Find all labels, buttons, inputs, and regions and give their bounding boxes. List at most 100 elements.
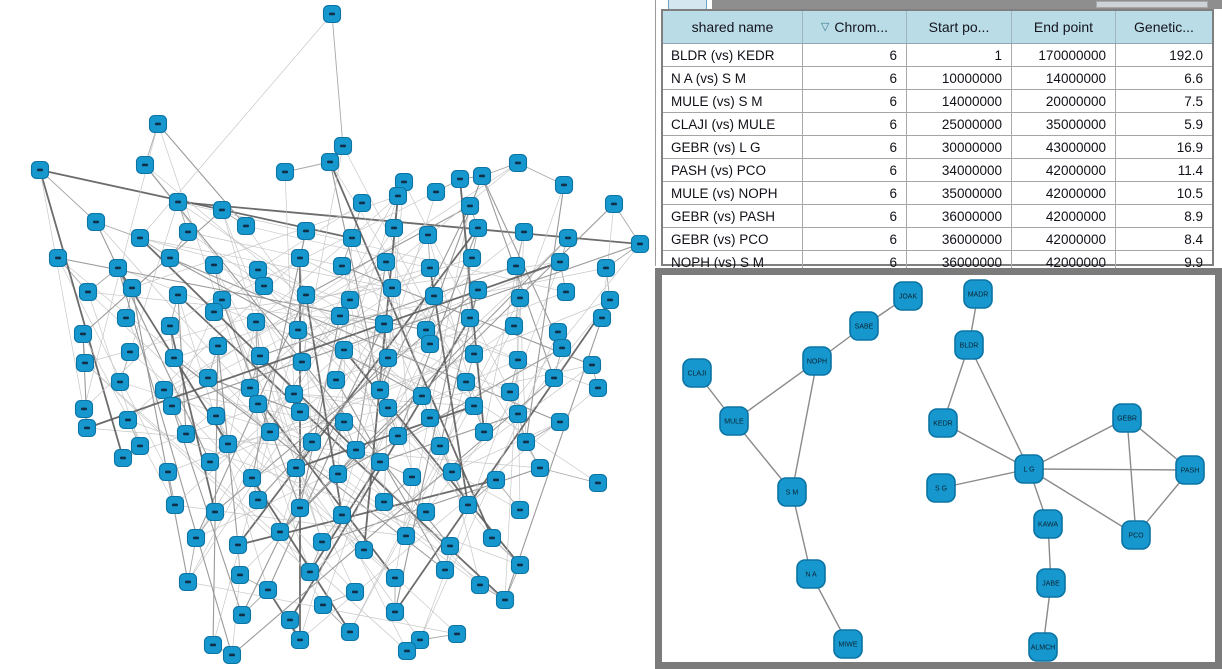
network-node[interactable] [222, 645, 242, 665]
network-node[interactable] [420, 258, 440, 278]
network-node[interactable] [472, 166, 492, 186]
network-node[interactable] [204, 255, 224, 275]
network-node[interactable] [302, 432, 322, 452]
network-node[interactable] [440, 536, 460, 556]
table-cell[interactable]: 6 [803, 228, 907, 250]
table-cell[interactable]: CLAJI (vs) MULE [663, 113, 803, 135]
network-node[interactable] [165, 495, 185, 515]
network-node[interactable] [330, 306, 350, 326]
network-node-noph[interactable]: NOPH [802, 346, 832, 376]
network-node[interactable] [270, 522, 290, 542]
network-node[interactable] [168, 285, 188, 305]
network-node[interactable] [345, 582, 365, 602]
network-node[interactable] [30, 160, 50, 180]
table-cell[interactable]: 8.9 [1184, 208, 1203, 224]
network-node[interactable] [412, 386, 432, 406]
network-node[interactable] [388, 426, 408, 446]
network-node-kawa[interactable]: KAWA [1033, 509, 1063, 539]
table-cell[interactable]: 42000000 [1012, 205, 1116, 227]
network-node[interactable] [130, 228, 150, 248]
column-header-end-point[interactable]: End point [1012, 11, 1116, 43]
network-node[interactable] [120, 342, 140, 362]
network-node[interactable] [130, 436, 150, 456]
network-node[interactable] [198, 368, 218, 388]
network-node-claji[interactable]: CLAJI [682, 358, 712, 388]
table-cell[interactable]: GEBR (vs) PASH [663, 205, 803, 227]
column-header-chrom---[interactable]: ▽ Chrom... [803, 11, 907, 43]
network-node[interactable] [168, 192, 188, 212]
network-node[interactable] [77, 418, 97, 438]
table-cell[interactable]: 35000000 [907, 182, 1012, 204]
network-node[interactable] [554, 175, 574, 195]
network-node[interactable] [426, 182, 446, 202]
table-cell[interactable]: GEBR (vs) L G [663, 136, 803, 158]
network-node-miwe[interactable]: MIWE [833, 629, 863, 659]
network-node[interactable] [550, 412, 570, 432]
network-node[interactable] [460, 308, 480, 328]
network-node[interactable] [508, 153, 528, 173]
network-node[interactable] [495, 590, 515, 610]
network-node-madr[interactable]: MADR [963, 279, 993, 309]
network-node-joak[interactable]: JOAK [893, 281, 923, 311]
network-node[interactable] [48, 248, 68, 268]
network-node-jabe[interactable]: JABE [1036, 568, 1066, 598]
network-node[interactable] [486, 470, 506, 490]
network-node[interactable] [552, 338, 572, 358]
network-node[interactable] [630, 234, 650, 254]
network-node[interactable] [346, 440, 366, 460]
network-node[interactable] [108, 258, 128, 278]
network-node[interactable] [288, 320, 308, 340]
network-node[interactable] [326, 370, 346, 390]
table-cell[interactable]: 35000000 [1012, 113, 1116, 135]
table-cell[interactable]: 20000000 [1012, 90, 1116, 112]
network-node-bldr[interactable]: BLDR [954, 330, 984, 360]
network-node[interactable] [370, 452, 390, 472]
network-node[interactable] [604, 194, 624, 214]
network-node-gebr[interactable]: GEBR [1112, 403, 1142, 433]
network-node[interactable] [286, 458, 306, 478]
network-node[interactable] [290, 630, 310, 650]
network-node-na[interactable]: N A [796, 559, 826, 589]
network-node[interactable] [206, 406, 226, 426]
detail-network-canvas[interactable]: JOAK SABE NOPH CLAJI MULE S M N A MIWE MADR BLDR K… [662, 275, 1215, 662]
network-node[interactable] [250, 346, 270, 366]
network-node[interactable] [260, 422, 280, 442]
network-node[interactable] [110, 372, 130, 392]
table-row[interactable]: BLDR (vs) KEDR 6 1 170000000 192.0 [663, 44, 1212, 66]
network-node[interactable] [178, 222, 198, 242]
table-cell[interactable]: 6 [803, 90, 907, 112]
network-node[interactable] [246, 312, 266, 332]
network-node[interactable] [320, 152, 340, 172]
network-node[interactable] [376, 252, 396, 272]
network-node[interactable] [588, 473, 608, 493]
network-node[interactable] [396, 526, 416, 546]
network-node[interactable] [508, 404, 528, 424]
network-node[interactable] [450, 169, 470, 189]
network-node[interactable] [332, 256, 352, 276]
network-node[interactable] [420, 334, 440, 354]
table-cell[interactable]: 43000000 [1012, 136, 1116, 158]
network-node[interactable] [160, 248, 180, 268]
table-cell[interactable]: 42000000 [1012, 182, 1116, 204]
network-node[interactable] [240, 378, 260, 398]
network-node[interactable] [205, 502, 225, 522]
network-node[interactable] [382, 278, 402, 298]
network-node[interactable] [530, 458, 550, 478]
table-cell[interactable]: 192.0 [1169, 47, 1203, 63]
network-node[interactable] [550, 252, 570, 272]
table-row[interactable]: CLAJI (vs) MULE 6 25000000 35000000 5.9 [663, 112, 1212, 135]
network-node[interactable] [116, 308, 136, 328]
network-node[interactable] [388, 186, 408, 206]
network-node[interactable] [510, 288, 530, 308]
network-node-pco[interactable]: PCO [1121, 520, 1151, 550]
table-cell[interactable]: 6 [803, 182, 907, 204]
network-node[interactable] [464, 344, 484, 364]
network-node[interactable] [592, 308, 612, 328]
network-node[interactable] [504, 316, 524, 336]
column-header-genetic---[interactable]: Genetic... [1116, 11, 1212, 43]
network-node[interactable] [300, 562, 320, 582]
network-node[interactable] [118, 410, 138, 430]
network-node[interactable] [470, 575, 490, 595]
network-node[interactable] [384, 218, 404, 238]
network-node[interactable] [378, 348, 398, 368]
